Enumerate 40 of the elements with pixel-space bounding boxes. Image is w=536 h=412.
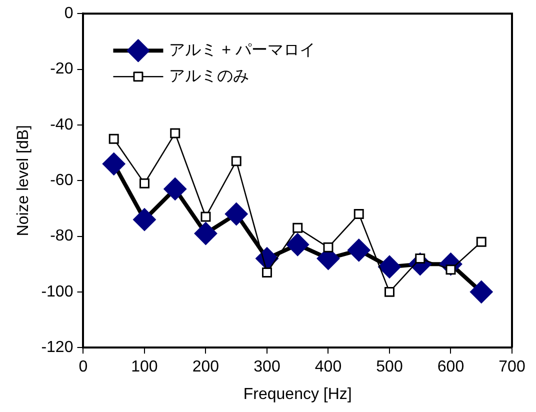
point	[286, 233, 310, 256]
point	[200, 212, 211, 222]
point	[384, 286, 394, 297]
y-axis-title: Noize level [dB]	[15, 125, 32, 236]
point	[476, 236, 486, 247]
legend-label: アルミ + パーマロイ	[169, 42, 316, 60]
x-tick-label: 500	[376, 358, 403, 376]
x-tick-label: 600	[437, 358, 464, 376]
point	[323, 242, 334, 252]
point	[164, 177, 187, 200]
point	[378, 255, 401, 278]
x-tick-label: 300	[254, 358, 280, 376]
point	[194, 222, 218, 245]
x-tick-label: 200	[192, 358, 220, 376]
point	[224, 202, 248, 226]
point	[108, 134, 119, 144]
point	[446, 264, 456, 275]
x-tick-label: 100	[131, 358, 158, 376]
x-tick-label: 0	[78, 358, 88, 376]
y-tick-label: -40	[50, 116, 74, 134]
y-tick-label: -120	[41, 339, 74, 356]
legend-label: アルミのみ	[169, 68, 250, 86]
y-tick-label: -80	[50, 228, 74, 245]
point	[170, 128, 180, 138]
y-tick-label: -100	[41, 283, 74, 300]
point	[231, 156, 242, 166]
point	[132, 208, 156, 232]
point	[262, 267, 272, 278]
y-tick-label: -60	[50, 172, 74, 190]
point	[139, 178, 150, 188]
point	[470, 280, 493, 304]
x-tick-label: 700	[498, 358, 526, 376]
point	[354, 209, 364, 219]
point	[102, 152, 126, 176]
x-tick-label: 400	[314, 358, 342, 376]
point	[292, 222, 303, 233]
y-tick-label: -20	[50, 60, 74, 78]
point	[347, 238, 370, 262]
y-tick-label: 0	[64, 5, 74, 22]
x-axis-title: Frequency [Hz]	[243, 386, 352, 403]
